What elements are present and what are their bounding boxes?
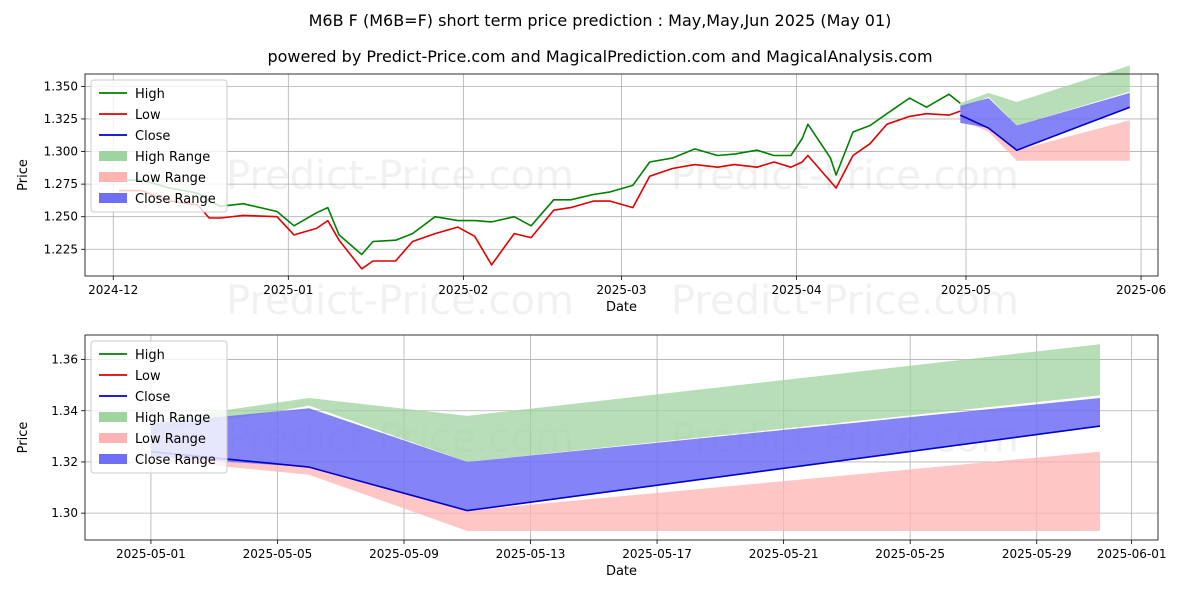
legend: High Low Close High Range Low Range Close Ran… [90, 340, 228, 474]
y-tick-label: 1.350 [44, 79, 78, 93]
legend-label-close-range: Close Range [135, 453, 216, 468]
y-axis-label: Price [16, 159, 31, 191]
close-line [150, 425, 1101, 512]
y-tick-label: 1.225 [44, 242, 78, 256]
y-tick-label: 1.32 [51, 455, 78, 469]
high-range-band [960, 65, 1130, 126]
legend-label-low-range: Low Range [135, 171, 206, 186]
watermark-text: Predict-Price.com [671, 278, 1019, 324]
plot-frame [84, 334, 1159, 541]
close-range-band [960, 92, 1130, 151]
y-tick-label: 1.275 [44, 177, 78, 191]
low-range-band [960, 115, 1130, 161]
legend-label-close-range: Close Range [135, 192, 216, 207]
watermark-text: Predict-Price.com [226, 153, 574, 199]
x-tick-label: 2025-05-25 [875, 547, 945, 561]
high-line [118, 93, 961, 256]
x-tick-label: 2025-02 [438, 283, 488, 297]
legend-swatch-high-range [99, 151, 127, 161]
x-tick-label: 2025-05-21 [749, 547, 819, 561]
low-range-band [150, 451, 1100, 531]
legend-label-low-range: Low Range [135, 432, 206, 447]
x-tick-label: 2025-06 [1116, 283, 1166, 297]
y-tick-label: 1.34 [51, 404, 78, 418]
y-axis-label: Price [16, 422, 31, 454]
x-axis-label: Date [606, 300, 637, 315]
legend-label-high: High [135, 87, 165, 102]
high-range-band [150, 344, 1100, 462]
legend-swatch-low-range [99, 433, 127, 443]
legend-label-close: Close [135, 129, 170, 144]
legend-swatch-high-range [99, 412, 127, 422]
close-line [959, 106, 1131, 151]
x-tick-label: 2025-01 [263, 283, 313, 297]
legend-label-high-range: High Range [135, 411, 210, 426]
top-price-chart: Predict-Price.com Predict-Price.com Predic… [16, 65, 1166, 324]
y-tick-label: 1.300 [44, 145, 78, 159]
y-tick-label: 1.36 [51, 353, 78, 367]
x-tick-label: 2025-05 [941, 283, 991, 297]
low-line [118, 110, 961, 270]
chart-subtitle: powered by Predict-Price.com and Magical… [267, 47, 932, 66]
legend-label-close: Close [135, 390, 170, 405]
watermark-text: Predict-Price.com [671, 153, 1019, 199]
y-tick-label: 1.325 [44, 112, 78, 126]
legend: High Low Close High Range Low Range Close Ran… [90, 79, 228, 213]
x-tick-label: 2025-05-09 [369, 547, 439, 561]
legend-label-low: Low [135, 108, 161, 123]
legend-label-high-range: High Range [135, 150, 210, 165]
x-tick-label: 2025-05-05 [243, 547, 313, 561]
legend-swatch-low-range [99, 172, 127, 182]
y-tick-label: 1.30 [51, 506, 78, 520]
x-axis-label: Date [606, 564, 637, 579]
close-range-band [150, 398, 1100, 511]
x-tick-label: 2025-05-13 [496, 547, 566, 561]
bottom-forecast-chart: Predict-Price.comPredict-Price.com2025-0… [16, 334, 1167, 579]
x-tick-label: 2024-12 [88, 283, 138, 297]
legend-label-low: Low [135, 369, 161, 384]
legend-swatch-close-range [99, 193, 127, 203]
legend-swatch-close-range [99, 454, 127, 464]
x-tick-label: 2025-05-01 [116, 547, 186, 561]
x-tick-label: 2025-04 [771, 283, 821, 297]
chart-title: M6B F (M6B=F) short term price predictio… [309, 11, 892, 30]
x-tick-label: 2025-03 [596, 283, 646, 297]
x-tick-label: 2025-05-29 [1002, 547, 1072, 561]
x-tick-label: 2025-05-17 [622, 547, 692, 561]
y-tick-label: 1.250 [44, 210, 78, 224]
watermark-text: Predict-Price.com [226, 278, 574, 324]
plot-frame [84, 73, 1159, 277]
legend-label-high: High [135, 348, 165, 363]
x-tick-label: 2025-06-01 [1097, 547, 1167, 561]
